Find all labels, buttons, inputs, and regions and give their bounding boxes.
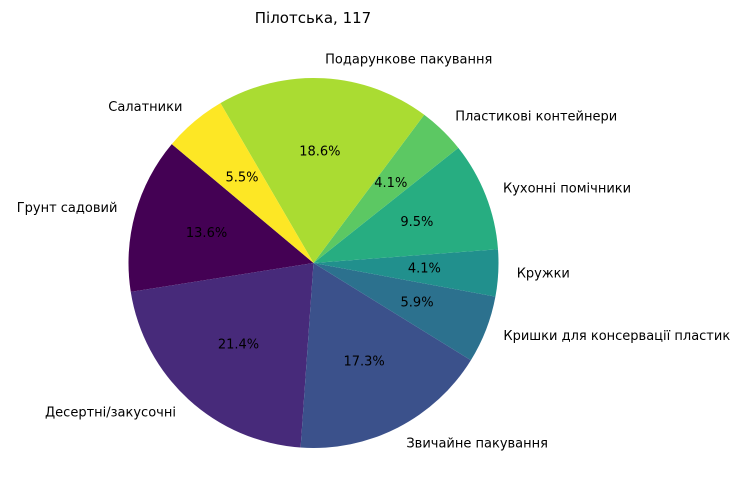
- slice-category-label: Подарункове пакування: [325, 52, 492, 67]
- pie-slice: [130, 263, 314, 448]
- slice-percentage-label: 4.1%: [408, 262, 441, 277]
- pie-slice: [171, 103, 314, 263]
- pie-slice: [220, 78, 425, 263]
- pie-slice: [313, 249, 499, 297]
- pie-slice: [300, 263, 471, 448]
- slice-percentage-label: 9.5%: [400, 215, 433, 230]
- slice-percentage-label: 5.5%: [225, 171, 258, 186]
- percentage-labels: 13.6% 21.4% 17.3% 5.9% 4.1% 9.5% 4.1% 18.6% 5.5%: [186, 145, 441, 370]
- chart-title: Пілотська, 117: [255, 9, 371, 27]
- slice-category-label: Десертні/закусочні: [45, 405, 176, 420]
- slice-percentage-label: 4.1%: [374, 176, 407, 191]
- pie-slice: [128, 144, 314, 292]
- slice-percentage-label: 13.6%: [186, 226, 227, 241]
- slice-percentage-label: 18.6%: [299, 145, 340, 160]
- pie-slice: [313, 147, 498, 263]
- slice-category-label: Кружки: [517, 267, 570, 282]
- pie-slice: [313, 263, 496, 361]
- slice-category-label: Звичайне пакування: [406, 437, 548, 452]
- pie-slice: [313, 114, 459, 263]
- slice-category-label: Салатники: [108, 100, 182, 115]
- pie-slices: [128, 78, 499, 448]
- slice-category-label: Кришки для консервації пластик: [503, 329, 730, 344]
- slice-percentage-label: 5.9%: [401, 295, 434, 310]
- slice-percentage-label: 17.3%: [343, 354, 384, 369]
- category-labels: Грунт садовий Десертні/закусочні Звичайне …: [17, 52, 731, 451]
- slice-category-label: Кухонні помічники: [503, 181, 631, 196]
- slice-category-label: Грунт садовий: [17, 201, 118, 216]
- slice-percentage-label: 21.4%: [218, 337, 259, 352]
- slice-category-label: Пластикові контейнери: [455, 109, 617, 124]
